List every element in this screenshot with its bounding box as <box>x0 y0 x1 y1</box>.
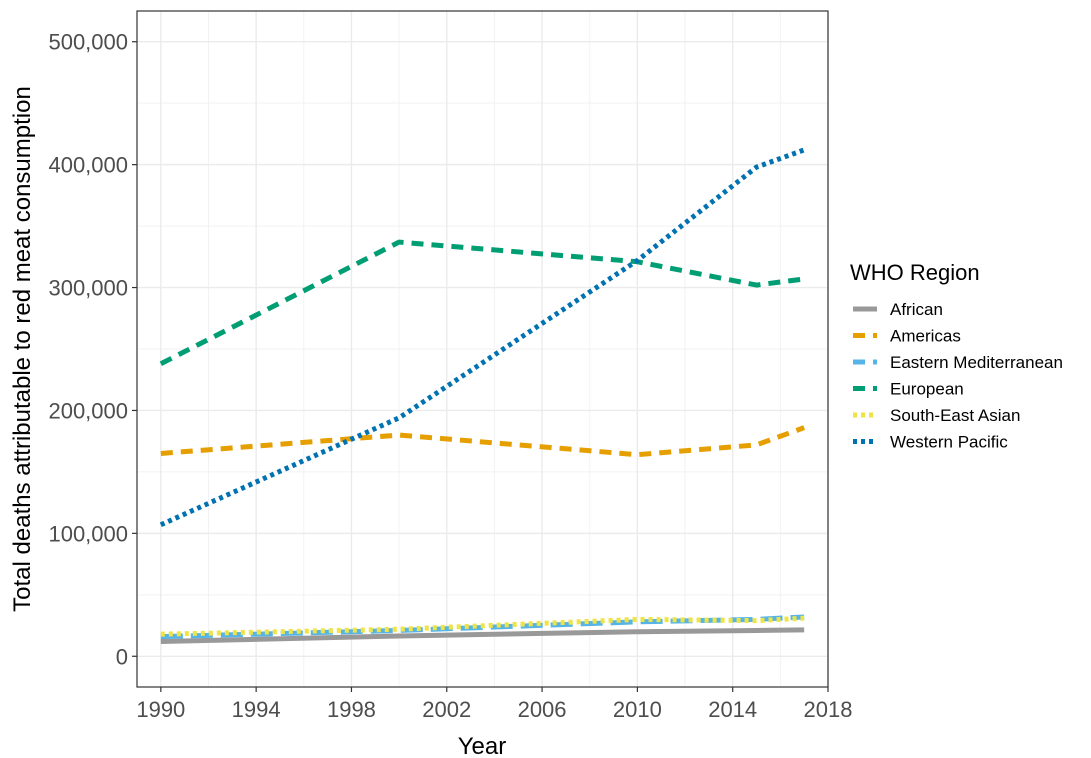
x-tick-label: 2014 <box>708 697 757 722</box>
axis-ticks: 0 100,000 200,000 300,000 400,000 500,000 1990… <box>48 30 852 722</box>
y-tick-label: 400,000 <box>48 153 128 178</box>
legend-label: South-East Asian <box>890 406 1020 425</box>
x-tick-label: 2018 <box>804 697 853 722</box>
x-tick-label: 1994 <box>232 697 281 722</box>
y-tick-label: 0 <box>116 644 128 669</box>
legend-label: European <box>890 380 964 399</box>
x-tick-label: 1990 <box>136 697 185 722</box>
legend-label: Western Pacific <box>890 433 1008 452</box>
legend-label: Eastern Mediterranean <box>890 353 1063 372</box>
y-tick-label: 200,000 <box>48 398 128 423</box>
legend: WHO Region African Americas Eastern Medite… <box>850 260 1063 452</box>
legend-label: Americas <box>890 327 961 346</box>
plot-border <box>136 10 829 688</box>
x-tick-label: 2006 <box>518 697 567 722</box>
x-tick-label: 2002 <box>422 697 471 722</box>
x-tick-label: 2010 <box>613 697 662 722</box>
x-axis-title: Year <box>458 733 507 758</box>
series-line <box>160 615 805 637</box>
y-tick-label: 300,000 <box>48 276 128 301</box>
series-line <box>160 627 805 645</box>
series-line <box>159 147 806 528</box>
y-tick-label: 500,000 <box>48 30 128 55</box>
y-tick-label: 100,000 <box>48 521 128 546</box>
x-tick-label: 1998 <box>327 697 376 722</box>
series-layer <box>159 147 806 645</box>
legend-label: African <box>890 300 943 319</box>
legend-title: WHO Region <box>850 260 980 285</box>
y-axis-title: Total deaths attributable to red meat co… <box>9 86 36 612</box>
